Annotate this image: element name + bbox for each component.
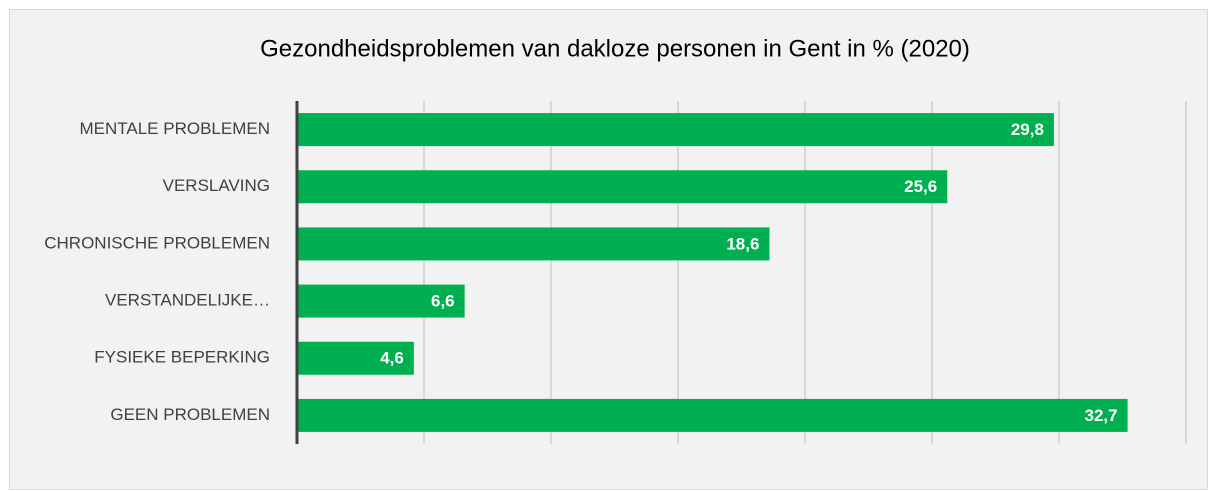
bar <box>297 341 414 375</box>
data-label: 29,8 <box>1011 120 1044 139</box>
y-tick-label: GEEN PROBLEMEN <box>110 405 270 424</box>
data-label: 6,6 <box>431 292 455 311</box>
data-label: 4,6 <box>380 349 404 368</box>
chart-title: Gezondheidsproblemen van dakloze persone… <box>260 35 970 62</box>
data-label: 25,6 <box>904 177 937 196</box>
data-label: 18,6 <box>726 234 759 253</box>
y-tick-label: MENTALE PROBLEMEN <box>79 119 270 138</box>
y-tick-label: VERSTANDELIJKE… <box>105 291 270 310</box>
y-tick-label: CHRONISCHE PROBLEMEN <box>44 233 270 252</box>
bar <box>297 113 1054 147</box>
bar <box>297 170 948 204</box>
bar <box>297 284 465 318</box>
y-tick-label: FYSIEKE BEPERKING <box>94 348 270 367</box>
y-tick-label: VERSLAVING <box>163 176 270 195</box>
bar <box>297 227 770 261</box>
bar <box>297 398 1128 432</box>
data-label: 32,7 <box>1084 406 1117 425</box>
